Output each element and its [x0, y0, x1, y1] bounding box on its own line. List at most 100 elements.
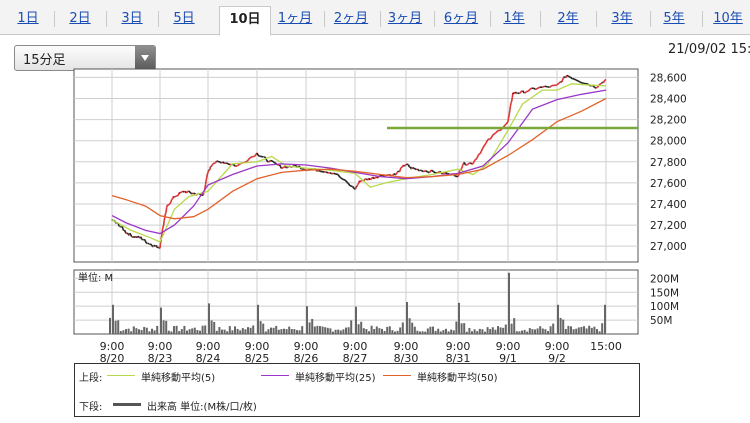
volume-bar	[424, 331, 427, 334]
volume-bar	[226, 331, 229, 334]
price-candle	[541, 85, 546, 89]
volume-bar	[247, 327, 249, 334]
volume-bar	[122, 330, 125, 334]
volume-bar	[413, 326, 416, 334]
price-candle	[256, 152, 259, 156]
tab-1[interactable]: 1日	[17, 11, 39, 26]
price-candle	[210, 164, 213, 167]
price-candle	[144, 240, 147, 244]
volume-bar	[544, 329, 547, 334]
price-candle	[478, 152, 481, 156]
volume-bar	[285, 329, 288, 334]
tab-divider	[380, 11, 381, 27]
price-tick-label: 28,000	[650, 136, 687, 148]
x-tick-time: 9:00	[394, 340, 419, 353]
tab-10[interactable]: 1年	[503, 11, 525, 26]
tab-divider	[540, 11, 541, 27]
price-candle	[430, 169, 434, 173]
volume-bar	[140, 330, 143, 334]
volume-bar	[143, 326, 146, 334]
x-tick-time: 9:00	[446, 340, 471, 353]
volume-bar	[478, 328, 481, 334]
volume-bar	[117, 320, 120, 334]
price-candle	[566, 74, 569, 78]
tab-2[interactable]: 2日	[69, 11, 91, 26]
price-candle	[126, 232, 129, 235]
volume-bar	[510, 323, 513, 334]
volume-bar	[481, 329, 484, 334]
price-candle	[124, 231, 127, 234]
tab-8[interactable]: 3ヶ月	[387, 11, 423, 26]
volume-bar	[567, 325, 570, 334]
price-candle	[479, 148, 484, 154]
volume-bar	[125, 329, 127, 334]
tab-4[interactable]: 5日	[173, 11, 195, 26]
volume-bar	[324, 327, 327, 334]
volume-bar	[153, 330, 156, 334]
x-tick-date: 8/25	[245, 352, 270, 365]
volume-bar	[249, 327, 252, 334]
volume-bar	[463, 323, 466, 334]
volume-bar	[494, 329, 497, 334]
volume-bar	[165, 320, 168, 334]
volume-bar	[167, 330, 170, 334]
tab-11[interactable]: 2年	[557, 11, 579, 26]
tab-7[interactable]: 2ヶ月	[333, 11, 369, 26]
price-candle	[249, 155, 253, 159]
volume-bar	[301, 326, 304, 334]
volume-bar	[521, 330, 523, 334]
price-tick-label: 28,600	[650, 72, 687, 84]
price-candle	[357, 183, 359, 186]
tab-5[interactable]: 10日	[219, 6, 271, 36]
price-candle	[206, 173, 209, 178]
volume-bar	[518, 331, 521, 334]
price-candle	[157, 246, 159, 249]
volume-tick-label: 50M	[650, 315, 672, 327]
price-candle	[407, 164, 411, 168]
volume-bar	[442, 330, 445, 334]
volume-bar	[277, 329, 280, 334]
volume-bar	[547, 331, 549, 334]
price-candle	[564, 75, 568, 79]
price-candle	[428, 169, 432, 174]
price-candle	[469, 162, 473, 165]
volume-bar	[401, 322, 404, 334]
volume-bar	[319, 326, 321, 334]
price-candle	[162, 224, 165, 228]
price-candle	[492, 132, 496, 136]
tab-6[interactable]: 1ヶ月	[277, 11, 313, 26]
price-candle	[227, 163, 231, 166]
price-candle	[401, 164, 405, 168]
price-candle	[222, 161, 226, 164]
x-tick-time: 9:00	[196, 340, 221, 353]
price-candle	[150, 243, 153, 246]
tab-13[interactable]: 5年	[663, 11, 685, 26]
x-tick-date: 8/31	[446, 352, 471, 365]
legend-ma50-swatch	[383, 375, 411, 376]
volume-bar	[439, 331, 442, 334]
price-candle	[529, 87, 533, 90]
tab-12[interactable]: 3年	[611, 11, 633, 26]
tab-14[interactable]: 10年	[713, 11, 743, 26]
volume-bar	[408, 318, 411, 334]
volume-bar	[360, 321, 363, 334]
volume-bar	[590, 327, 593, 334]
price-candle	[556, 83, 559, 86]
price-candle	[210, 165, 213, 168]
volume-bar	[191, 328, 194, 334]
price-candle	[246, 157, 251, 162]
price-tick-label: 27,200	[650, 220, 687, 232]
volume-bar	[204, 325, 207, 334]
tab-divider	[106, 11, 107, 27]
volume-bar	[381, 328, 383, 334]
chevron-down-icon[interactable]	[135, 46, 155, 70]
price-candle	[421, 169, 424, 173]
volume-bar	[162, 320, 165, 334]
interval-select[interactable]: 15分足	[14, 45, 156, 71]
tab-9[interactable]: 6ヶ月	[443, 11, 479, 26]
legend-lower-label: 下段:	[79, 402, 103, 413]
price-candle	[171, 198, 174, 201]
tab-3[interactable]: 3日	[121, 11, 143, 26]
volume-bar	[332, 331, 334, 334]
